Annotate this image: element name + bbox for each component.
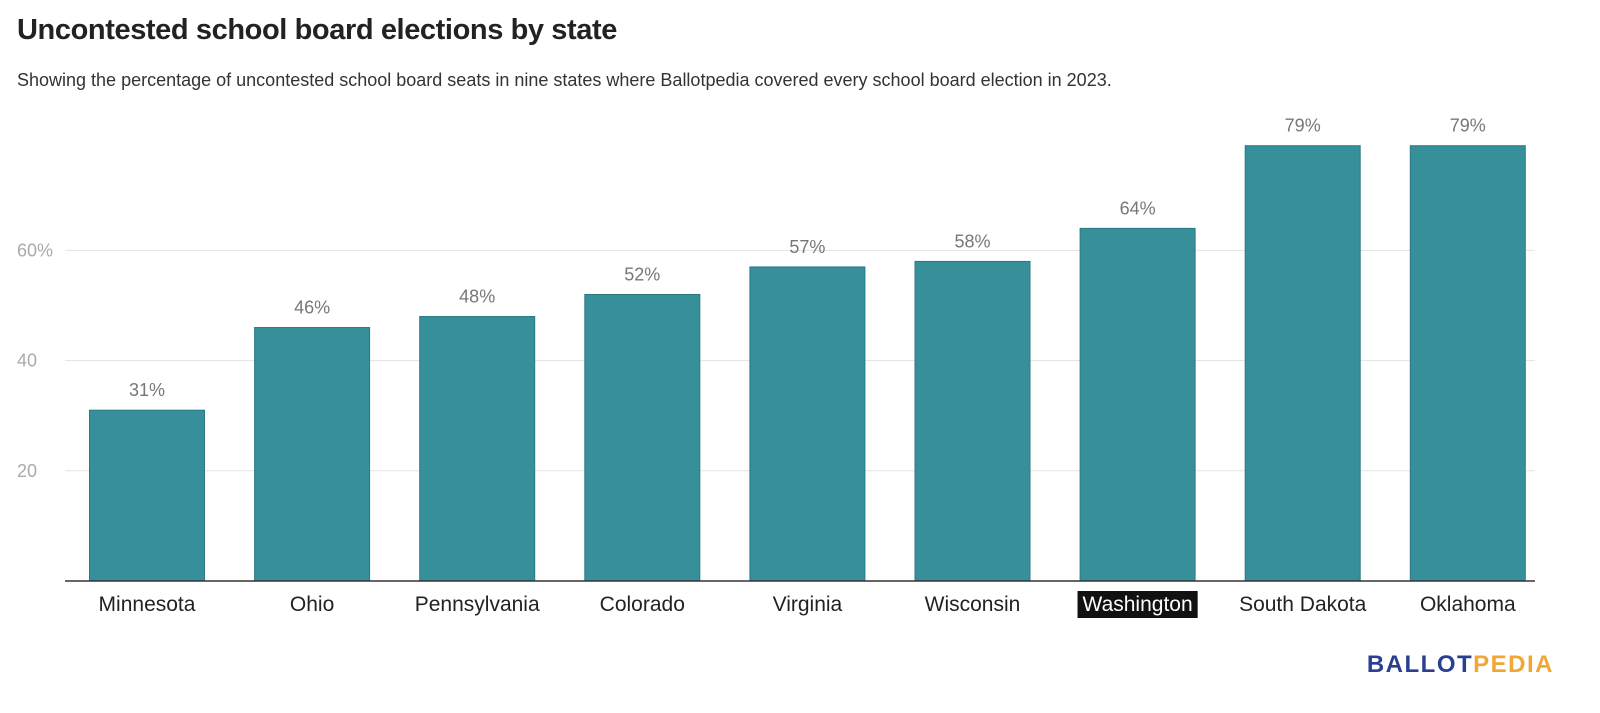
- logo-ballot-text: BALLOT: [1366, 651, 1474, 678]
- x-tick-label: Colorado: [600, 593, 685, 616]
- bars: 31% 46% 48% 52% 57% 58% 64% 79% 79%: [89, 116, 1526, 582]
- value-label: 52%: [624, 264, 660, 284]
- bar-washington: [1079, 227, 1196, 582]
- x-tick-label: Oklahoma: [1420, 593, 1516, 616]
- logo-pedia-text: PEDIA: [1473, 651, 1554, 678]
- category-labels: Minnesota Ohio Pennsylvania Colorado Virgini…: [99, 591, 1516, 618]
- ballotpedia-logo: BALLOTPEDIA: [1367, 651, 1554, 679]
- bar-pennsylvania: [419, 316, 536, 582]
- value-label: 57%: [789, 237, 825, 257]
- value-label: 64%: [1120, 198, 1156, 218]
- value-label: 48%: [459, 287, 495, 307]
- bar-minnesota: [89, 409, 205, 582]
- x-tick-label: Ohio: [290, 593, 334, 616]
- bar-chart: 20 40 60% 31% 46% 48% 52% 57% 58% 64% 79% 79% Minn…: [17, 116, 1535, 618]
- value-label: 79%: [1450, 116, 1486, 136]
- y-tick-label: 20: [17, 461, 37, 481]
- bar-oklahoma: [1409, 145, 1526, 582]
- bar-ohio: [254, 327, 371, 582]
- y-tick-label: 40: [17, 351, 37, 371]
- y-tick-label: 60%: [17, 240, 53, 260]
- value-label: 79%: [1285, 116, 1321, 136]
- bar-south-dakota: [1244, 145, 1361, 582]
- bar-wisconsin: [914, 260, 1031, 582]
- chart-title: Uncontested school board elections by st…: [17, 14, 617, 46]
- x-tick-label: Washington: [1083, 593, 1193, 616]
- x-tick-label: Wisconsin: [925, 593, 1021, 616]
- x-tick-label: South Dakota: [1239, 593, 1367, 616]
- bar-virginia: [749, 266, 866, 582]
- bar-colorado: [584, 293, 701, 582]
- highlight-box: [1077, 591, 1198, 618]
- value-label: 46%: [294, 298, 330, 318]
- x-tick-label: Virginia: [773, 593, 843, 616]
- value-label: 31%: [129, 380, 165, 400]
- chart-subtitle: Showing the percentage of uncontested sc…: [17, 70, 1112, 90]
- value-label: 58%: [954, 231, 990, 251]
- x-tick-label: Pennsylvania: [415, 593, 540, 616]
- x-tick-label: Minnesota: [99, 593, 196, 616]
